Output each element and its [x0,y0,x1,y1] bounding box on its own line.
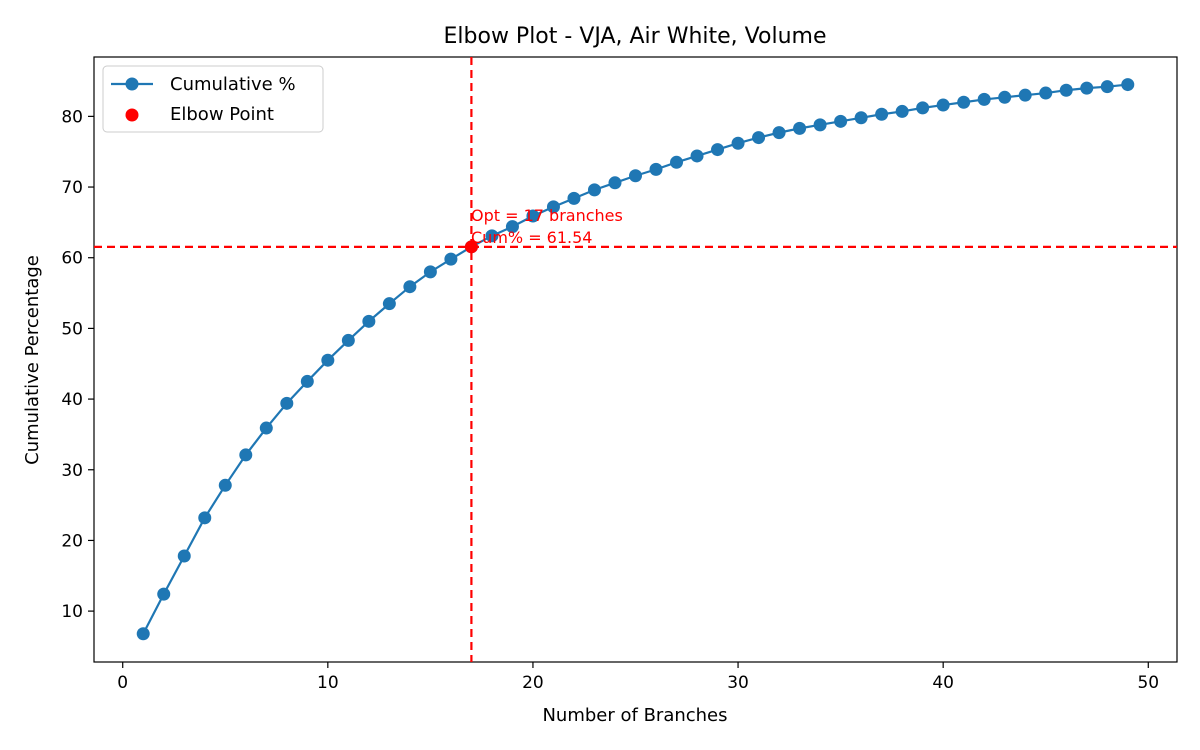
axis-ticks: 0 10 20 30 40 50 10 20 30 40 50 60 70 80 [61,107,1159,693]
data-point [444,252,458,266]
legend-box [102,65,324,133]
legend-marker-swatch [125,77,139,91]
plot-frame [93,56,1178,663]
data-point [362,314,376,328]
data-point [300,374,314,388]
x-axis-label: Number of Branches [542,705,727,726]
elbow-point [464,240,478,254]
data-point [629,169,642,183]
data-point [157,587,171,601]
x-tick-label: 20 [522,673,544,693]
data-point [1121,78,1135,92]
data-point [218,478,232,492]
data-point [321,353,335,367]
data-point [1039,86,1053,100]
x-tick-label: 40 [932,673,954,693]
legend-label-series: Cumulative % [170,74,296,95]
elbow-annotation-line1: Opt = 17 branches [471,206,623,225]
chart-title: Elbow Plot - VJA, Air White, Volume [444,24,827,49]
data-point [587,183,601,197]
data-point [403,280,417,294]
data-point [916,101,930,115]
elbow-annotation-line2: Cum% = 61.54 [471,228,592,247]
data-point [526,209,540,223]
data-point [1080,81,1094,95]
data-point [752,131,766,145]
data-point [793,121,807,135]
data-point [546,200,560,214]
y-axis-label: Cumulative Percentage [22,255,43,465]
legend: Cumulative % Elbow Point [102,65,324,133]
data-point [731,136,745,150]
y-tick-label: 30 [61,461,83,481]
data-point [259,421,273,435]
data-point [834,114,848,128]
data-point [608,176,622,190]
data-point [670,155,684,169]
data-point [649,162,663,176]
data-point [957,95,971,109]
x-tick-label: 30 [727,673,749,693]
data-point [711,143,725,157]
data-point [198,511,212,525]
data-point [1100,80,1114,94]
data-point [998,90,1012,104]
y-tick-label: 40 [61,390,83,410]
data-point [772,126,786,140]
data-point [936,98,950,112]
x-tick-label: 50 [1137,673,1159,693]
y-tick-label: 70 [61,178,83,198]
y-tick-label: 80 [61,107,83,127]
x-tick-label: 0 [117,673,128,693]
legend-label-elbow: Elbow Point [170,104,274,125]
data-point [813,118,827,132]
legend-elbow-swatch [125,108,139,122]
data-point [895,104,909,118]
data-point [382,297,396,311]
data-point [1018,88,1032,102]
data-point [690,149,704,163]
chart-marks [94,57,1177,662]
data-point [485,229,499,243]
data-point [1059,83,1073,97]
data-point [875,107,889,121]
data-point [280,396,294,410]
y-tick-label: 20 [61,531,83,551]
data-point [567,191,581,205]
y-tick-label: 60 [61,249,83,269]
data-point [977,92,991,106]
plot-area [93,56,1178,663]
data-point [341,333,355,347]
data-point [239,448,253,462]
x-tick-label: 10 [317,673,339,693]
data-point [177,549,191,563]
y-tick-label: 50 [61,319,83,339]
data-point [136,627,150,641]
data-point [423,265,437,279]
data-point [505,220,519,234]
y-tick-label: 10 [61,602,83,622]
data-point [854,111,868,125]
